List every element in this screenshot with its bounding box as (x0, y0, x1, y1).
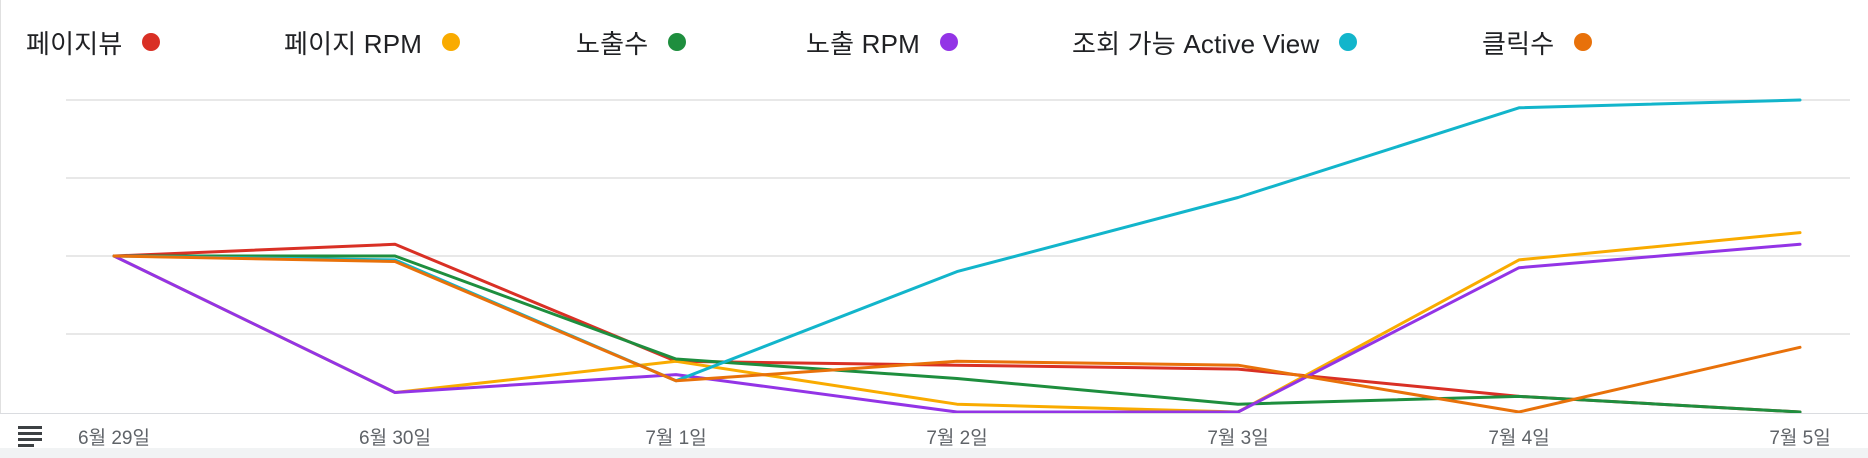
legend-item-1[interactable]: 페이지뷰 (26, 22, 161, 62)
legend-label: 페이지뷰 (26, 28, 123, 59)
series-line-6[interactable] (112, 254, 1802, 414)
legend-item-3[interactable]: 노출수 (576, 22, 687, 62)
x-tick-label: 6월 29일 (78, 428, 150, 449)
x-tick-label: 7월 5일 (1769, 428, 1831, 449)
series-line-5[interactable] (112, 98, 1802, 383)
legend-dot-icon (668, 33, 687, 51)
x-tick-label: 7월 4일 (1488, 428, 1550, 449)
legend-dot-icon (442, 33, 461, 51)
legend-label: 클릭수 (1482, 28, 1555, 59)
legend-item-6[interactable]: 클릭수 (1482, 22, 1593, 62)
series-line-1[interactable] (112, 242, 1802, 414)
legend-dot-icon (142, 33, 161, 51)
x-tick-label: 6월 30일 (359, 428, 431, 449)
legend-dot-icon (1574, 33, 1593, 51)
chart-legend: 페이지뷰 페이지 RPM 노출수 노출 RPM 조회 가능 Active View 클릭수 (0, 0, 1868, 84)
legend-label: 노출 RPM (806, 28, 921, 59)
legend-item-5[interactable]: 조회 가능 Active View (1072, 22, 1358, 62)
x-tick-label: 7월 2일 (926, 428, 988, 449)
x-tick-label: 7월 1일 (645, 428, 707, 449)
x-tick-label: 7월 3일 (1207, 428, 1269, 449)
legend-label: 페이지 RPM (284, 28, 423, 59)
legend-item-4[interactable]: 노출 RPM (806, 22, 959, 62)
legend-label: 조회 가능 Active View (1072, 28, 1320, 59)
chart-footer: 6월 29일 6월 30일 7월 1일 7월 2일 7월 3일 7월 4일 7월 5일 (0, 413, 1868, 454)
series-line-3[interactable] (112, 254, 1802, 414)
legend-dot-icon (1339, 33, 1358, 51)
chart-left-edge (0, 0, 1, 458)
legend-item-2[interactable]: 페이지 RPM (284, 22, 461, 62)
footer-shade (0, 448, 1868, 458)
series-line-4[interactable] (112, 242, 1802, 414)
table-lines-icon[interactable] (18, 426, 42, 447)
legend-label: 노출수 (576, 28, 649, 59)
legend-dot-icon (940, 33, 959, 51)
